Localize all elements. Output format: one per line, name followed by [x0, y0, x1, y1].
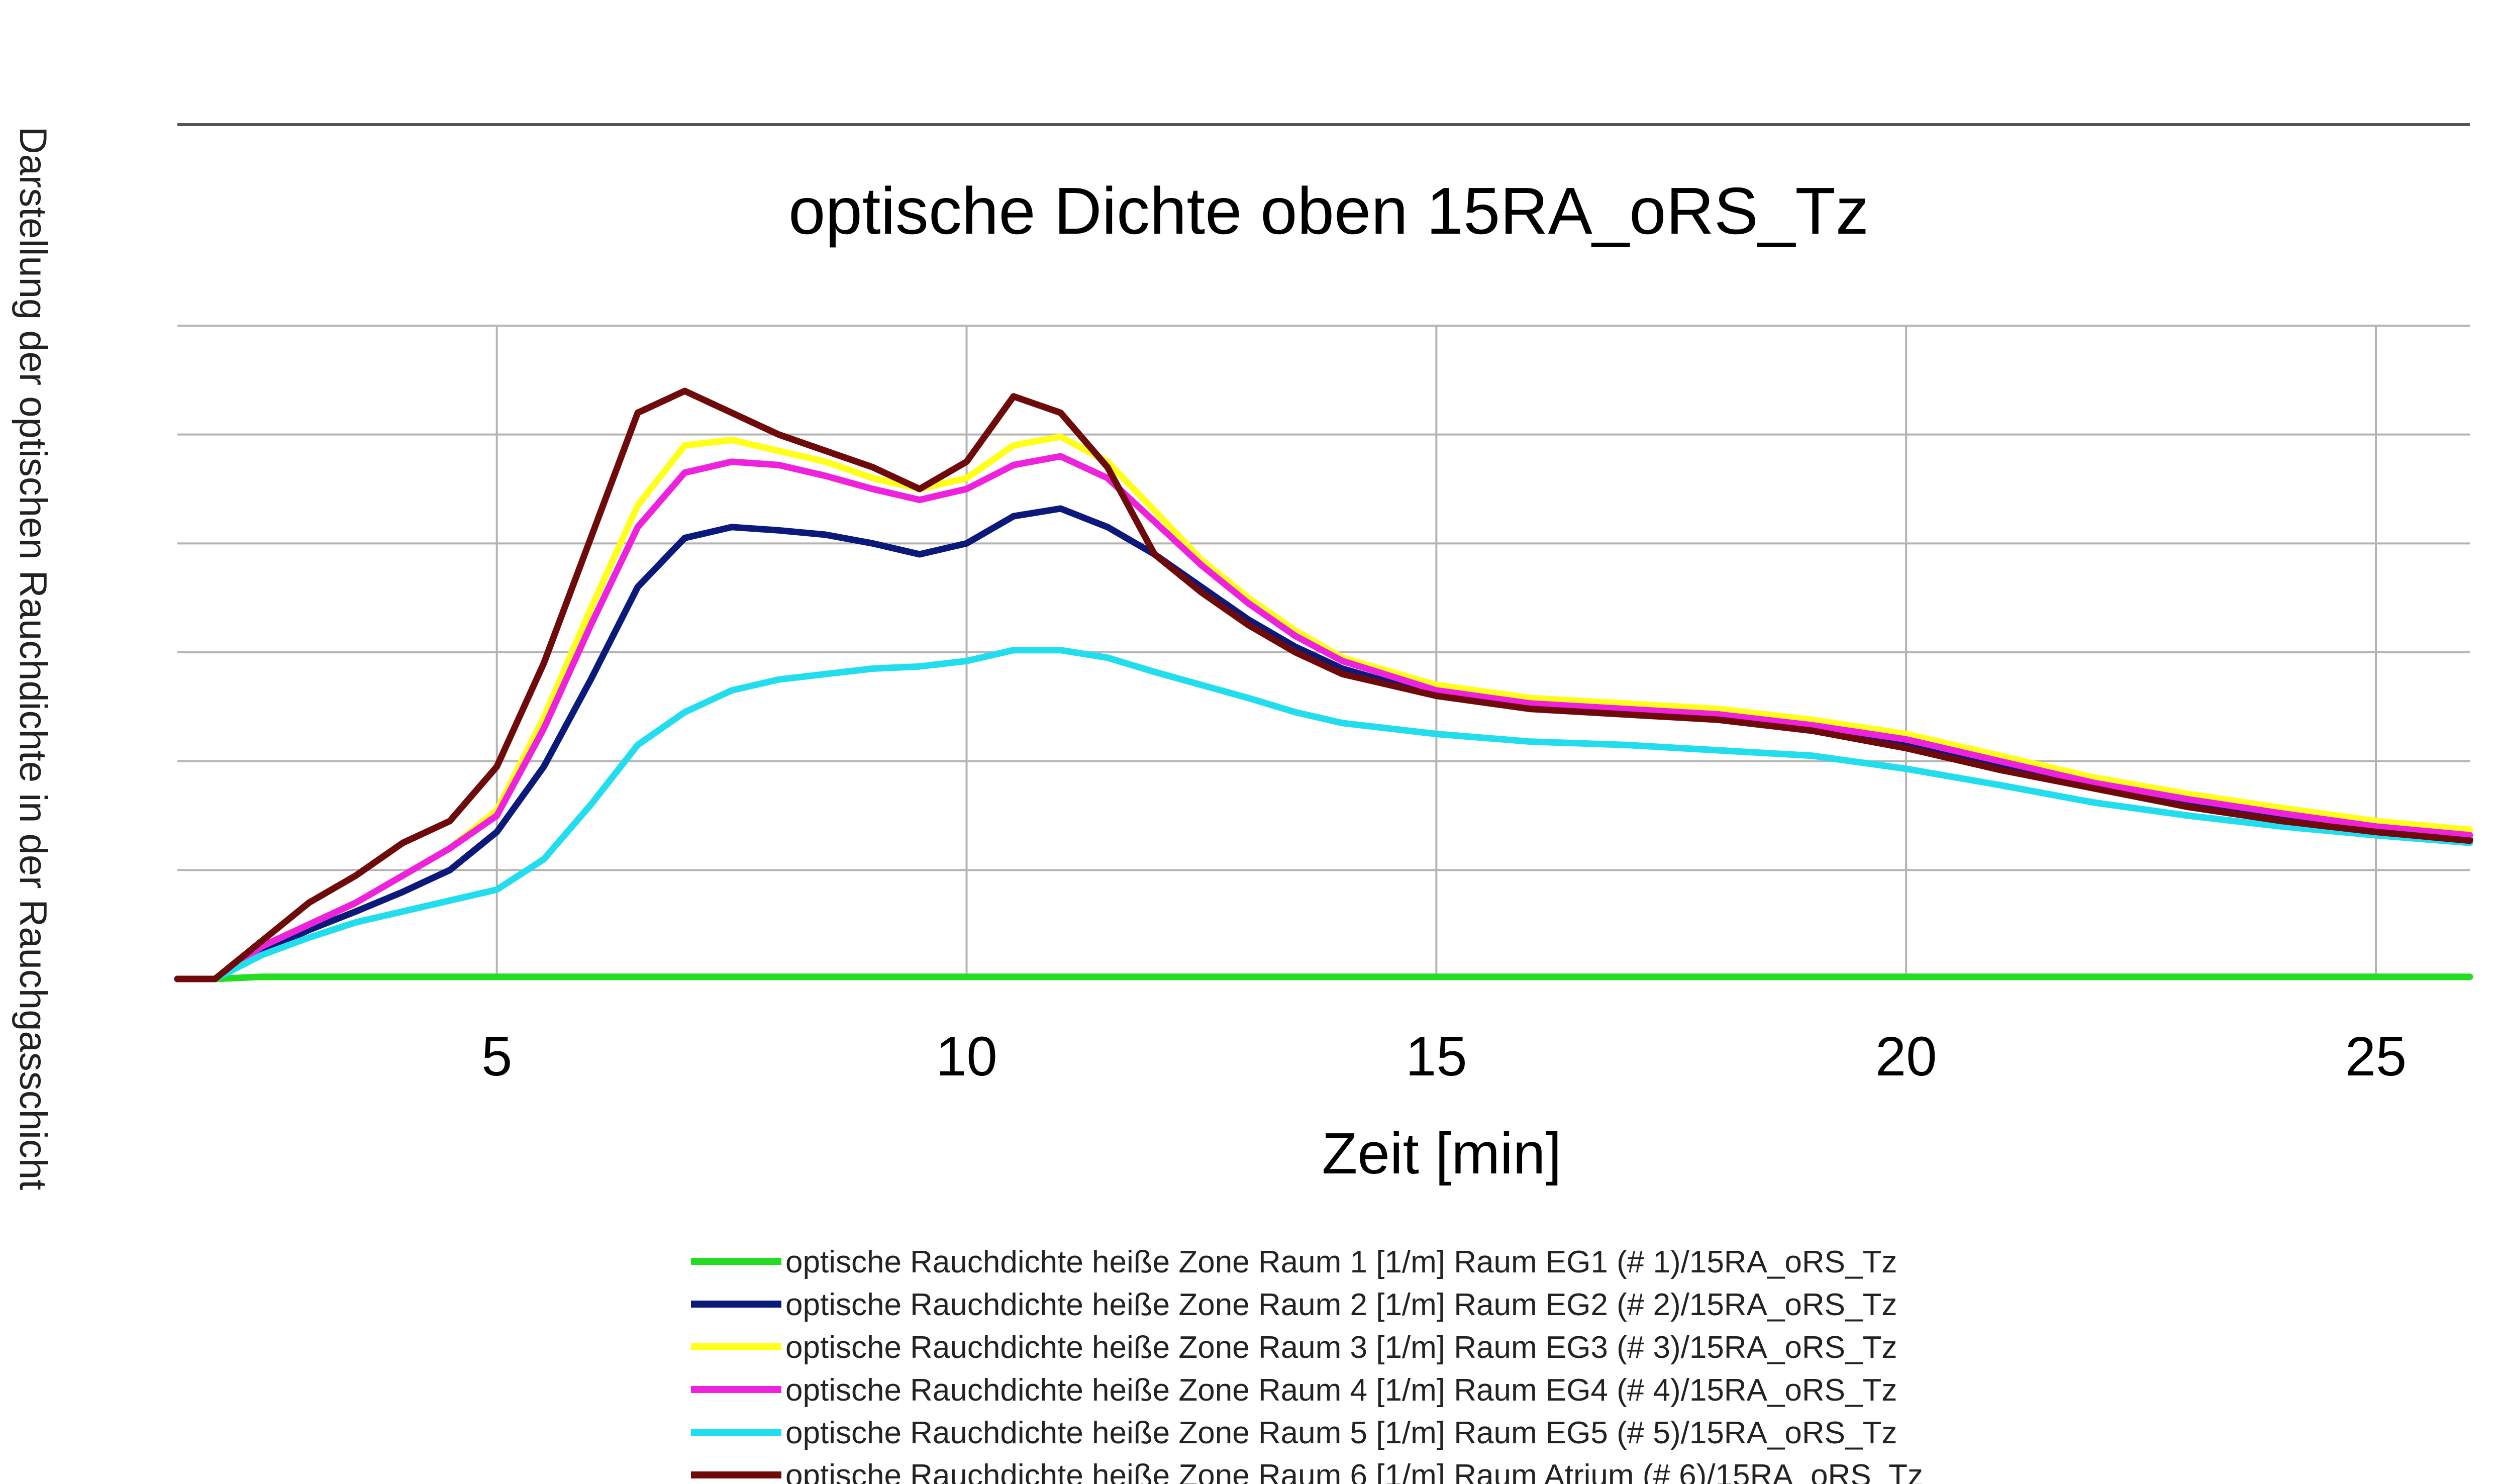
x-tick-label: 25 [2345, 1026, 2407, 1087]
x-tick-label: 15 [1406, 1026, 1467, 1087]
y-axis-title: Darstellung der optischen Rauchdichte in… [12, 127, 54, 1191]
legend-label-raum-5: optische Rauchdichte heiße Zone Raum 5 [… [785, 1416, 1897, 1450]
series-line-raum-1 [174, 973, 2473, 982]
series-line-raum-6 [174, 387, 2473, 982]
series-line-raum-5 [174, 647, 2473, 982]
legend: optische Rauchdichte heiße Zone Raum 1 [… [691, 1245, 1923, 1484]
grid [177, 325, 2470, 980]
axis-layer: 5 10 15 20 25 [177, 123, 2470, 1087]
series-layer [174, 387, 2473, 982]
legend-label-raum-1: optische Rauchdichte heiße Zone Raum 1 [… [785, 1245, 1897, 1279]
legend-label-raum-6: optische Rauchdichte heiße Zone Raum 6 [… [785, 1458, 1923, 1484]
series-line-raum-4 [174, 453, 2473, 982]
x-tick-label: 5 [481, 1026, 512, 1087]
chart-title: optische Dichte oben 15RA_oRS_Tz [788, 174, 1869, 248]
x-axis-title: Zeit [min] [1322, 1121, 1562, 1186]
legend-label-raum-2: optische Rauchdichte heiße Zone Raum 2 [… [785, 1288, 1897, 1322]
series-line-raum-2 [174, 505, 2473, 982]
legend-label-raum-3: optische Rauchdichte heiße Zone Raum 3 [… [785, 1330, 1897, 1365]
x-tick-label: 20 [1875, 1026, 1937, 1087]
x-tick-label: 10 [936, 1026, 997, 1087]
legend-label-raum-4: optische Rauchdichte heiße Zone Raum 4 [… [785, 1373, 1897, 1408]
